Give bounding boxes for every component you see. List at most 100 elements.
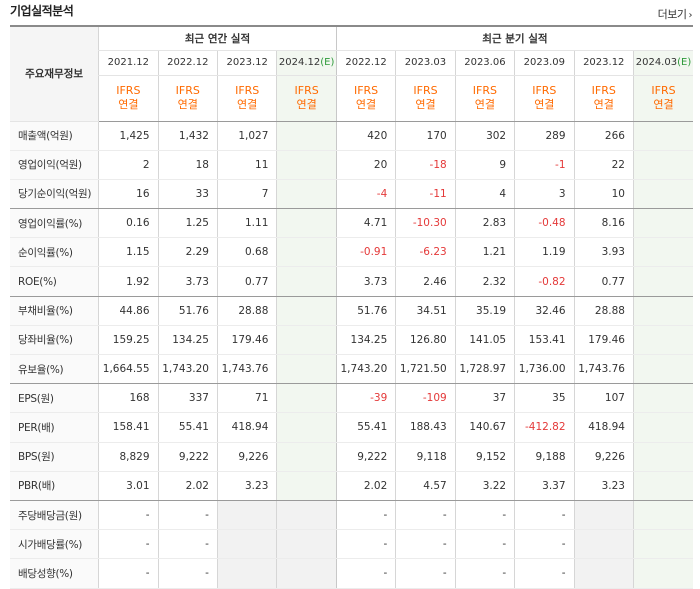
- table-cell: 37: [454, 383, 515, 414]
- table-cell: [632, 442, 693, 472]
- table-cell: 1,743.76: [216, 354, 277, 385]
- table-cell: [276, 442, 337, 472]
- period-label: 2023.12: [583, 57, 625, 68]
- table-cell: -39: [335, 383, 396, 414]
- period-header: 2021.12: [98, 50, 159, 76]
- table-cell: 188.43: [395, 412, 456, 443]
- table-cell: [216, 529, 277, 560]
- table-cell: -0.82: [514, 266, 575, 297]
- quarter-group-header: 최근 분기 실적: [335, 25, 693, 51]
- table-cell: 34.51: [395, 296, 456, 326]
- accounting-basis-header: IFRS 연결: [216, 75, 277, 122]
- table-cell: -0.91: [335, 237, 396, 268]
- table-cell: 0.77: [573, 266, 634, 297]
- table-cell: 3: [514, 179, 575, 210]
- chevron-right-icon: ›: [688, 10, 693, 21]
- table-cell: [276, 558, 337, 589]
- table-cell: -: [454, 529, 515, 560]
- row-label: 순이익률(%): [10, 237, 99, 268]
- table-cell: 179.46: [216, 325, 277, 356]
- table-cell: 1,743.20: [335, 354, 396, 385]
- table-cell: [276, 296, 337, 326]
- table-row: ROE(%) 1.92 3.73 0.77 3.73 2.46 2.32 -0.82 0.77: [10, 266, 693, 297]
- row-label: PER(배): [10, 412, 99, 443]
- ifrs-label: IFRS: [294, 84, 319, 97]
- row-label: EPS(원): [10, 383, 99, 414]
- row-label: 시가배당률(%): [10, 529, 99, 560]
- consolidated-label: 연결: [415, 98, 436, 111]
- table-row: 매출액(억원) 1,425 1,432 1,027 420 170 302 289 266: [10, 121, 693, 151]
- table-cell: -: [157, 558, 218, 589]
- annual-group-header: 최근 연간 실적: [98, 25, 337, 51]
- table-cell: [276, 529, 337, 560]
- table-cell: -0.48: [514, 208, 575, 239]
- table-cell: 2: [98, 150, 159, 180]
- table-cell: [276, 179, 337, 210]
- ifrs-label: IFRS: [532, 84, 557, 97]
- ifrs-label: IFRS: [472, 84, 497, 97]
- table-cell: 1,743.20: [157, 354, 218, 385]
- ifrs-label: IFRS: [651, 84, 676, 97]
- table-cell: [276, 325, 337, 356]
- row-label: BPS(원): [10, 442, 99, 472]
- table-cell: 1.92: [98, 266, 159, 297]
- accounting-basis-header: IFRS 연결: [514, 75, 575, 122]
- table-cell: 32.46: [514, 296, 575, 326]
- table-cell: 158.41: [98, 412, 159, 443]
- period-header: 2022.12: [335, 50, 396, 76]
- ifrs-label: IFRS: [235, 84, 260, 97]
- table-cell: [276, 150, 337, 180]
- table-row: 주당배당금(원) - - - - - -: [10, 500, 693, 531]
- table-cell: 134.25: [157, 325, 218, 356]
- table-cell: 0.77: [216, 266, 277, 297]
- table-cell: 153.41: [514, 325, 575, 356]
- table-cell: 418.94: [216, 412, 277, 443]
- row-label: PBR(배): [10, 471, 99, 501]
- table-cell: 1.19: [514, 237, 575, 268]
- more-link[interactable]: 더보기 ›: [658, 6, 693, 22]
- ifrs-label: IFRS: [116, 84, 141, 97]
- table-cell: -1: [514, 150, 575, 180]
- table-cell: [632, 121, 693, 151]
- table-cell: 1,425: [98, 121, 159, 151]
- table-cell: -: [454, 558, 515, 589]
- table-cell: 10: [573, 179, 634, 210]
- row-label: ROE(%): [10, 266, 99, 297]
- accounting-basis-header: IFRS 연결: [632, 75, 693, 122]
- ifrs-label: IFRS: [413, 84, 438, 97]
- table-cell: -4: [335, 179, 396, 210]
- table-cell: [573, 529, 634, 560]
- table-cell: 168: [98, 383, 159, 414]
- table-cell: 4.57: [395, 471, 456, 501]
- table-cell: 28.88: [216, 296, 277, 326]
- table-cell: [276, 354, 337, 385]
- period-label: 2023.09: [523, 57, 565, 68]
- table-cell: 1,728.97: [454, 354, 515, 385]
- table-cell: 1.21: [454, 237, 515, 268]
- table-cell: 71: [216, 383, 277, 414]
- estimate-mark: (E): [677, 57, 692, 68]
- table-cell: 4: [454, 179, 515, 210]
- row-label: 유보율(%): [10, 354, 99, 385]
- table-cell: 35: [514, 383, 575, 414]
- row-label: 영업이익(억원): [10, 150, 99, 180]
- table-cell: -: [395, 558, 456, 589]
- table-cell: 2.02: [157, 471, 218, 501]
- table-cell: 16: [98, 179, 159, 210]
- table-cell: 1,432: [157, 121, 218, 151]
- period-label: 2024.12: [278, 57, 321, 68]
- table-cell: 3.93: [573, 237, 634, 268]
- accounting-basis-header: IFRS 연결: [276, 75, 337, 122]
- table-row: 당좌비율(%) 159.25 134.25 179.46 134.25 126.80 141…: [10, 325, 693, 356]
- table-cell: 9,152: [454, 442, 515, 472]
- table-cell: [276, 471, 337, 501]
- table-cell: 3.23: [573, 471, 634, 501]
- table-row: PER(배) 158.41 55.41 418.94 55.41 188.43 140.67…: [10, 412, 693, 443]
- table-cell: 11: [216, 150, 277, 180]
- row-label: 부채비율(%): [10, 296, 99, 326]
- table-row: 영업이익률(%) 0.16 1.25 1.11 4.71 -10.30 2.83 -0.48 8…: [10, 208, 693, 239]
- table-cell: 9: [454, 150, 515, 180]
- table-cell: [632, 383, 693, 414]
- table-cell: [632, 471, 693, 501]
- table-cell: [216, 500, 277, 531]
